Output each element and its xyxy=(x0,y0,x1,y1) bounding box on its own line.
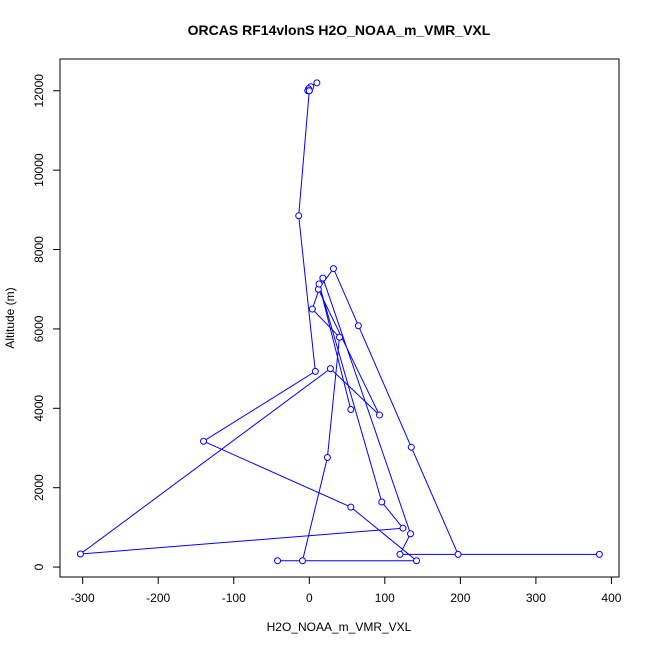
plot-frame xyxy=(59,58,620,578)
data-point xyxy=(354,322,362,330)
data-point xyxy=(76,550,84,558)
y-tick-label: 0 xyxy=(32,563,46,570)
data-point xyxy=(308,305,316,313)
data-point xyxy=(407,530,415,538)
x-axis-label: H2O_NOAA_m_VMR_VXL xyxy=(267,620,412,634)
data-point xyxy=(396,550,404,558)
y-axis-label: Altitude (m) xyxy=(3,287,17,348)
data-point xyxy=(305,87,313,95)
data-point xyxy=(311,367,319,375)
y-tick-label: 4000 xyxy=(32,395,46,422)
data-point xyxy=(200,437,208,445)
y-axis: 0 2000 4000 6000 8000 10000 12000 xyxy=(32,74,60,570)
data-point xyxy=(274,557,282,565)
data-point xyxy=(336,333,343,341)
data-point xyxy=(376,411,384,419)
data-point xyxy=(595,550,603,558)
data-point xyxy=(326,365,334,373)
data-point xyxy=(347,503,355,511)
data-point xyxy=(378,498,386,506)
x-tick-label: 100 xyxy=(375,591,395,605)
x-tick-label: 400 xyxy=(601,591,621,605)
x-tick-label: 0 xyxy=(306,591,313,605)
x-tick-label: -300 xyxy=(71,591,95,605)
data-point xyxy=(454,550,462,558)
data-point xyxy=(399,524,407,532)
x-tick-label: 300 xyxy=(526,591,546,605)
data-point xyxy=(413,557,421,565)
y-tick-label: 8000 xyxy=(32,236,46,263)
x-tick-label: 200 xyxy=(450,591,470,605)
data-point xyxy=(313,79,321,87)
data-point xyxy=(323,454,331,462)
data-point xyxy=(298,557,306,565)
data-point xyxy=(407,443,415,451)
chart-title: ORCAS RF14vlonS H2O_NOAA_m_VMR_VXL xyxy=(188,22,491,38)
data-point xyxy=(319,274,327,282)
x-axis: -300 -200 -100 0 100 200 300 400 xyxy=(71,577,622,605)
y-tick-label: 2000 xyxy=(32,474,46,501)
data-point xyxy=(315,280,323,288)
y-tick-label: 6000 xyxy=(32,315,46,342)
data-point xyxy=(329,265,337,273)
y-tick-label: 12000 xyxy=(32,74,46,108)
x-tick-label: -100 xyxy=(222,591,246,605)
series-line xyxy=(78,82,600,562)
series-layer xyxy=(76,79,603,565)
y-tick-label: 10000 xyxy=(32,153,46,187)
data-point xyxy=(295,212,303,220)
data-point xyxy=(347,405,355,413)
x-tick-label: -200 xyxy=(146,591,170,605)
